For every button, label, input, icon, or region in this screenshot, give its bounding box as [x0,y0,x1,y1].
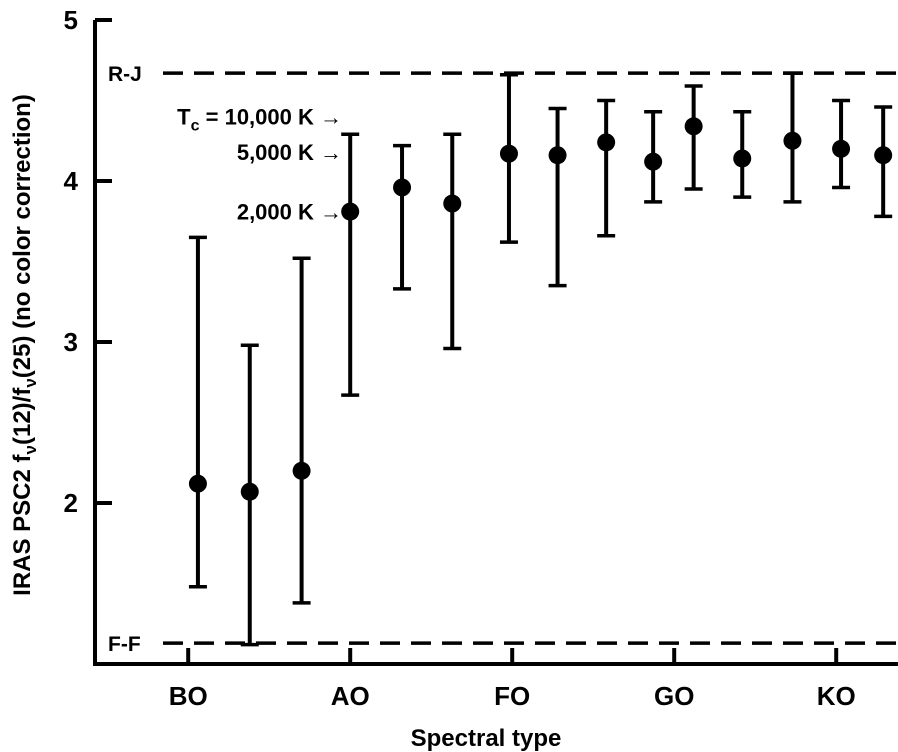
data-point [783,71,802,204]
temperature-annotation: 2,000 K → [237,200,342,225]
point-marker [341,202,360,221]
y-tick-label: 4 [64,166,79,196]
point-marker [783,131,802,150]
reference-lines: R-J F-F [108,63,898,656]
point-marker [393,178,412,197]
point-marker [733,149,752,168]
data-point [874,105,893,219]
data-point [292,256,311,605]
y-tick-label: 5 [64,5,78,35]
temperature-annotation: Tc = 10,000 K → [177,105,342,135]
data-point [188,235,207,589]
point-marker [597,133,616,152]
y-axis-title: IRAS PSC2 fν(12)/fν(25) (no color correc… [9,94,40,596]
x-tick-label: AO [331,681,370,711]
data-point [499,72,518,244]
point-marker [832,139,851,158]
point-marker [292,461,311,480]
reference-line-label: F-F [108,633,141,656]
point-marker [644,152,663,171]
reference-line-label: R-J [108,63,142,86]
data-point [443,132,462,351]
x-tick-label: FO [494,681,530,711]
y-axis-title-sub-2: ν [21,378,40,387]
data-point [240,343,259,647]
data-point [341,132,360,397]
data-point [733,110,752,199]
x-tick-label: GO [654,681,694,711]
data-point [597,98,616,238]
y-axis-title-sub-1: ν [21,445,40,454]
y-axis-title-part-1: IRAS PSC2 f [9,453,36,595]
data-point [832,98,851,190]
point-marker [684,117,703,136]
point-marker [548,146,567,165]
point-marker [240,482,259,501]
x-tick-label: KO [817,681,856,711]
x-ticks: BO AO FO GO KO [169,648,856,711]
y-ticks: 2 3 4 5 [64,5,112,518]
point-marker [499,144,518,163]
temperature-annotation: 5,000 K → [237,140,342,165]
data-points [188,71,893,647]
point-marker [443,194,462,213]
point-marker [874,146,893,165]
x-tick-label: BO [169,681,208,711]
data-point [644,110,663,204]
temperature-annotations: Tc = 10,000 K → 5,000 K → 2,000 K → [177,105,342,225]
x-axis-title: Spectral type [411,725,562,752]
data-point [393,143,412,291]
y-axis-title-part-2: (12)/f [9,387,36,445]
y-tick-label: 3 [64,327,78,357]
data-point [684,84,703,191]
data-point [548,106,567,288]
y-axis-title-part-3: (25) (no color correction) [9,94,36,378]
point-marker [188,474,207,493]
y-tick-label: 2 [64,488,78,518]
